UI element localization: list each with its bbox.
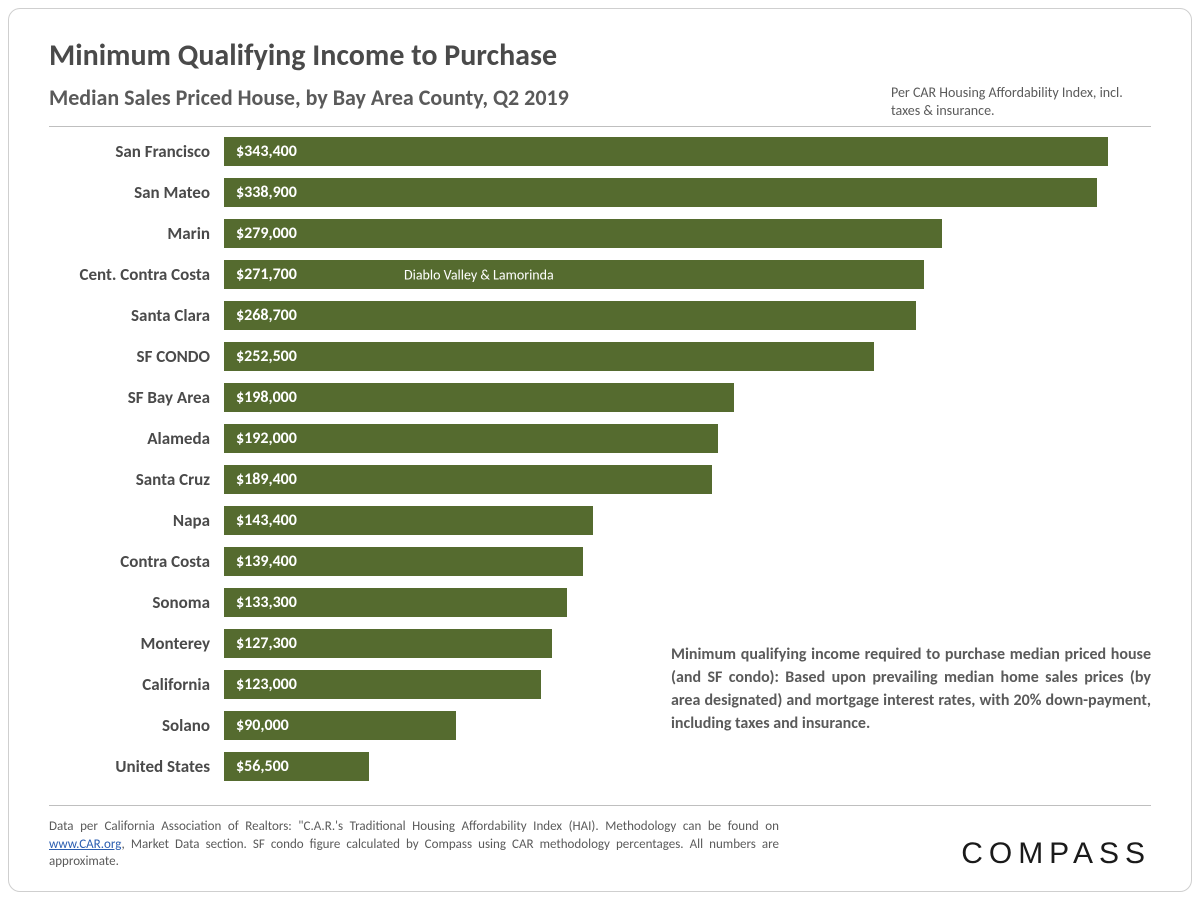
bar: $198,000 (224, 383, 734, 412)
bar: $192,000 (224, 424, 718, 453)
bar-row: Santa Clara $268,700 (49, 301, 1151, 330)
bar: $343,400 (224, 137, 1108, 166)
bar-value-label: $56,500 (236, 757, 289, 776)
bar-row: Contra Costa $139,400 (49, 547, 1151, 576)
bar-row: San Mateo $338,900 (49, 178, 1151, 207)
category-label: Santa Cruz (49, 469, 224, 490)
footer-link[interactable]: www.CAR.org (49, 837, 122, 852)
category-label: Solano (49, 715, 224, 736)
footer-text-pre: Data per California Association of Realt… (49, 819, 779, 834)
bar-track: $56,500 (224, 752, 1151, 781)
bar: $56,500 (224, 752, 369, 781)
bar: $268,700 (224, 301, 916, 330)
category-label: United States (49, 756, 224, 777)
footer: Data per California Association of Realt… (49, 806, 1151, 871)
footer-text: Data per California Association of Realt… (49, 818, 779, 871)
bar-value-label: $143,400 (236, 511, 297, 530)
bar-row: SF CONDO $252,500 (49, 342, 1151, 371)
bar-value-label: $127,300 (236, 634, 297, 653)
category-label: Marin (49, 223, 224, 244)
bar: $127,300 (224, 629, 552, 658)
bar-annotation: Diablo Valley & Lamorinda (404, 266, 554, 283)
bar-track: $143,400 (224, 506, 1151, 535)
bar-track: $271,700 Diablo Valley & Lamorinda (224, 260, 1151, 289)
compass-logo: COMPASS (961, 837, 1151, 871)
bar: $189,400 (224, 465, 712, 494)
category-label: Santa Clara (49, 305, 224, 326)
bar-value-label: $271,700 (236, 265, 297, 284)
category-label: Sonoma (49, 592, 224, 613)
bar-value-label: $90,000 (236, 716, 289, 735)
bar-track: $338,900 (224, 178, 1151, 207)
category-label: SF Bay Area (49, 387, 224, 408)
bar: $123,000 (224, 670, 541, 699)
bar-track: $268,700 (224, 301, 1151, 330)
chart-subtitle: Median Sales Priced House, by Bay Area C… (49, 84, 569, 111)
chart-title: Minimum Qualifying Income to Purchase (49, 37, 1151, 74)
category-label: Napa (49, 510, 224, 531)
description-box: Minimum qualifying income required to pu… (671, 643, 1151, 736)
category-label: California (49, 674, 224, 695)
chart-card: Minimum Qualifying Income to Purchase Me… (8, 8, 1192, 892)
category-label: Alameda (49, 428, 224, 449)
bar-row: Cent. Contra Costa $271,700 Diablo Valley … (49, 260, 1151, 289)
category-label: Contra Costa (49, 551, 224, 572)
category-label: San Mateo (49, 182, 224, 203)
bar-row: San Francisco $343,400 (49, 137, 1151, 166)
bar-track: $279,000 (224, 219, 1151, 248)
bar-row: Marin $279,000 (49, 219, 1151, 248)
bar: $90,000 (224, 711, 456, 740)
bar-value-label: $133,300 (236, 593, 297, 612)
bar: $271,700 Diablo Valley & Lamorinda (224, 260, 924, 289)
bar-value-label: $338,900 (236, 183, 297, 202)
bar-track: $198,000 (224, 383, 1151, 412)
bar: $279,000 (224, 219, 942, 248)
bar-track: $189,400 (224, 465, 1151, 494)
bar-value-label: $139,400 (236, 552, 297, 571)
bar: $143,400 (224, 506, 593, 535)
bar-track: $192,000 (224, 424, 1151, 453)
bar-value-label: $189,400 (236, 470, 297, 489)
bar-value-label: $343,400 (236, 142, 297, 161)
category-label: Cent. Contra Costa (49, 264, 224, 285)
bar-row: Napa $143,400 (49, 506, 1151, 535)
bar-track: $133,300 (224, 588, 1151, 617)
bar-track: $139,400 (224, 547, 1151, 576)
top-note: Per CAR Housing Affordability Index, inc… (891, 84, 1151, 120)
bar-row: SF Bay Area $198,000 (49, 383, 1151, 412)
footer-text-post: , Market Data section. SF condo figure c… (49, 837, 779, 870)
bar-value-label: $252,500 (236, 347, 297, 366)
bar-value-label: $279,000 (236, 224, 297, 243)
bar-value-label: $268,700 (236, 306, 297, 325)
bar-row: Alameda $192,000 (49, 424, 1151, 453)
bar-value-label: $198,000 (236, 388, 297, 407)
bar: $338,900 (224, 178, 1097, 207)
bar-track: $252,500 (224, 342, 1151, 371)
bar: $139,400 (224, 547, 583, 576)
bar-row: United States $56,500 (49, 752, 1151, 781)
bar: $133,300 (224, 588, 567, 617)
category-label: San Francisco (49, 141, 224, 162)
bar-row: Santa Cruz $189,400 (49, 465, 1151, 494)
category-label: Monterey (49, 633, 224, 654)
bar-value-label: $192,000 (236, 429, 297, 448)
bar-track: $343,400 (224, 137, 1151, 166)
bar-row: Sonoma $133,300 (49, 588, 1151, 617)
plot-area: San Francisco $343,400 San Mateo $338,900 Ma… (49, 126, 1151, 806)
bar-value-label: $123,000 (236, 675, 297, 694)
subtitle-row: Median Sales Priced House, by Bay Area C… (49, 84, 1151, 120)
bar: $252,500 (224, 342, 874, 371)
category-label: SF CONDO (49, 346, 224, 367)
